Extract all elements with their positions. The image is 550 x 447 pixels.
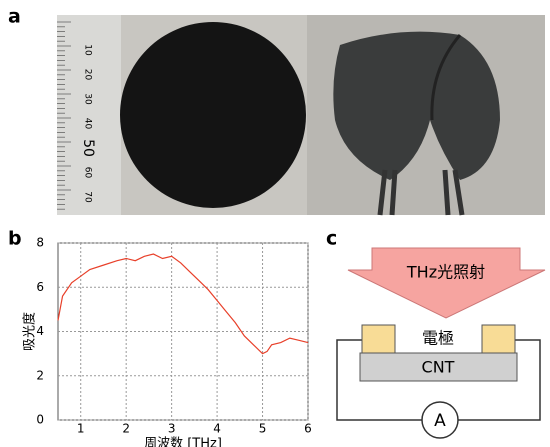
arrow-label: THz光照射: [406, 263, 485, 282]
electrode-label: 電極: [422, 329, 454, 348]
x-tick-label: 1: [77, 422, 85, 436]
x-tick-label: 5: [259, 422, 267, 436]
y-tick-label: 4: [36, 324, 44, 338]
ruler-label: 40: [83, 118, 93, 130]
x-tick-label: 6: [304, 422, 312, 436]
diagram: THz光照射 電極 CNT A: [336, 247, 546, 439]
ruler-label: 60: [83, 167, 93, 179]
photo: [57, 15, 545, 216]
chart: 0 2 4 6 8 1 2 3 4 5 6 周波数 [THz] 吸光度: [22, 236, 312, 447]
ruler-label: 70: [83, 191, 93, 203]
x-tick-label: 3: [168, 422, 176, 436]
y-axis-label: 吸光度: [22, 312, 38, 351]
y-tick-label: 8: [36, 236, 44, 250]
y-tick-label: 2: [36, 368, 44, 382]
panel-label: b: [8, 228, 22, 250]
meter-label: A: [434, 411, 446, 431]
ruler-label: 30: [83, 93, 93, 105]
panel-label: a: [8, 6, 21, 28]
ruler: 10 20 30 40 50 60 70: [57, 21, 96, 210]
ruler-label: 20: [83, 69, 93, 81]
y-tick-label: 0: [36, 413, 44, 427]
x-axis-label: 周波数 [THz]: [144, 437, 222, 447]
ruler-label: 50: [80, 139, 96, 157]
y-tick-label: 6: [36, 280, 44, 294]
x-tick-label: 4: [213, 422, 221, 436]
panel-label: c: [326, 228, 337, 250]
substrate-label: CNT: [422, 358, 455, 377]
ruler-label: 10: [83, 44, 93, 56]
x-tick-label: 2: [122, 422, 130, 436]
data-line: [57, 253, 309, 355]
